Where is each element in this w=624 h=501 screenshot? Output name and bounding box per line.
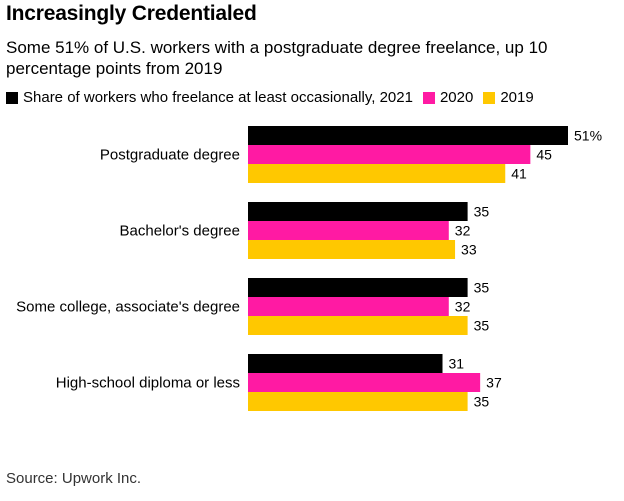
legend-label-2019: 2019: [500, 89, 534, 106]
bar-2020-bachelor-s-degree: [248, 221, 449, 240]
bar-2019-bachelor-s-degree: [248, 240, 456, 259]
bar-2019-postgraduate-degree: [248, 164, 506, 183]
legend-item-2021: Share of workers who freelance at least …: [6, 89, 413, 106]
legend-swatch-2021: [6, 91, 18, 104]
bar-2021-some-college-associate-s-degree: [248, 278, 468, 297]
bar-2019-high-school-diploma-or-less: [248, 392, 468, 411]
category-label-bachelor-s-degree: Bachelor's degree: [120, 223, 240, 240]
category-label-postgraduate-degree: Postgraduate degree: [100, 147, 240, 164]
chart-subtitle: Some 51% of U.S. workers with a postgrad…: [6, 38, 548, 78]
legend-item-2020: 2020: [422, 89, 474, 106]
value-label-2020-bachelor-s-degree: 32: [455, 223, 471, 239]
bar-2021-high-school-diploma-or-less: [248, 354, 443, 373]
bar-chart: Postgraduate degree 51% 45 41 Bachelor's deg…: [16, 126, 602, 411]
category-label-some-college-associate-s-degree: Some college, associate's degree: [16, 299, 240, 316]
legend-item-2019: 2019: [483, 89, 534, 106]
chart-title: Increasingly Credentialed: [6, 2, 257, 25]
value-label-2019-bachelor-s-degree: 33: [461, 242, 477, 258]
bar-2019-some-college-associate-s-degree: [248, 316, 468, 335]
bar-2020-high-school-diploma-or-less: [248, 373, 481, 392]
value-label-2019-high-school-diploma-or-less: 35: [474, 394, 490, 410]
value-label-2021-high-school-diploma-or-less: 31: [449, 356, 465, 372]
legend-label-2021: Share of workers who freelance at least …: [23, 89, 413, 106]
bar-2021-postgraduate-degree: [248, 126, 568, 145]
value-label-2021-postgraduate-degree: 51%: [574, 128, 602, 144]
value-label-2021-bachelor-s-degree: 35: [474, 204, 490, 220]
legend-label-2020: 2020: [439, 89, 474, 106]
value-label-2020-high-school-diploma-or-less: 37: [486, 375, 502, 391]
bar-2020-some-college-associate-s-degree: [248, 297, 449, 316]
legend-swatch-2020: [422, 91, 435, 104]
legend: Share of workers who freelance at least …: [6, 89, 544, 106]
value-label-2020-postgraduate-degree: 45: [536, 147, 552, 163]
value-label-2019-postgraduate-degree: 41: [511, 166, 527, 182]
bar-2021-bachelor-s-degree: [248, 202, 468, 221]
value-label-2020-some-college-associate-s-degree: 32: [455, 299, 471, 315]
bar-2020-postgraduate-degree: [248, 145, 531, 164]
category-label-high-school-diploma-or-less: High-school diploma or less: [56, 375, 240, 392]
value-label-2019-some-college-associate-s-degree: 35: [474, 318, 490, 334]
source-note: Source: Upwork Inc.: [6, 470, 142, 487]
value-label-2021-some-college-associate-s-degree: 35: [474, 280, 490, 296]
legend-swatch-2019: [483, 91, 496, 104]
